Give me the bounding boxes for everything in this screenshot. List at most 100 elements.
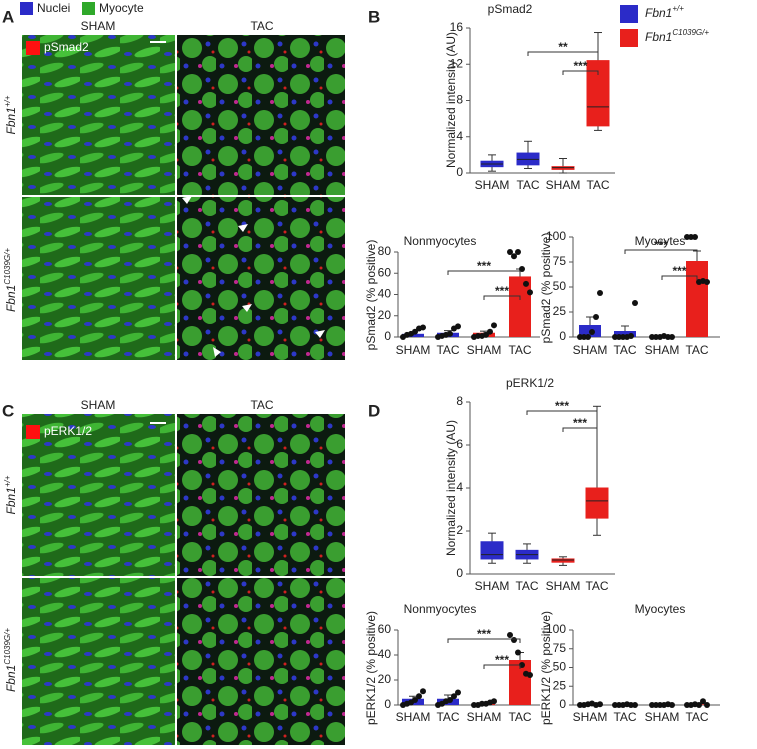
box (551, 558, 575, 563)
significance-label: *** (495, 284, 509, 298)
column-label: SHAM (81, 19, 116, 33)
row-label: Fbn1+/+ (3, 475, 18, 514)
y-tick-label: 100 (546, 622, 566, 636)
micrograph (177, 414, 345, 576)
y-tick-label: 60 (378, 622, 392, 636)
data-point (412, 328, 418, 335)
genotype: C1039G/+ (672, 28, 709, 37)
stain-swatch (26, 425, 40, 439)
gene: Fbn1 (4, 487, 18, 514)
micrograph (177, 578, 345, 745)
data-point (507, 632, 513, 638)
box (585, 487, 609, 519)
x-tick-label: SHAM (396, 343, 431, 357)
data-point (511, 637, 517, 643)
data-point (700, 698, 706, 705)
genotype: +/+ (3, 475, 12, 487)
gene: Fbn1 (645, 30, 672, 44)
micrograph (22, 197, 175, 360)
data-point (597, 701, 603, 708)
data-point (455, 689, 461, 696)
box (586, 60, 610, 127)
y-axis-label: pSmad2 (% positive) (539, 233, 553, 344)
x-tick-label: TAC (613, 343, 636, 357)
y-tick-label: 80 (378, 244, 392, 258)
y-axis-label: pERK1/2 (% positive) (364, 611, 378, 725)
y-tick-label: 6 (456, 437, 463, 451)
data-point (692, 234, 698, 240)
significance-label: *** (573, 416, 587, 430)
data-point (451, 693, 457, 700)
y-tick-label: 40 (378, 647, 392, 661)
y-tick-label: 20 (378, 672, 392, 686)
y-tick-label: 60 (378, 265, 392, 279)
x-tick-label: SHAM (475, 178, 510, 192)
significance-bracket (661, 275, 698, 280)
x-tick-label: TAC (685, 343, 708, 357)
chart-title: pSmad2 (488, 2, 533, 16)
y-tick-label: 8 (456, 394, 463, 408)
y-tick-label: 0 (559, 329, 566, 343)
x-tick-label: TAC (508, 710, 531, 724)
data-point (628, 333, 634, 339)
legend-label: Nuclei (37, 1, 70, 15)
chart-title: Myocytes (635, 602, 686, 616)
x-tick-label: TAC (515, 579, 538, 593)
micrograph (22, 578, 175, 745)
y-axis-label: Normalized intensity (AU) (444, 420, 458, 556)
x-tick-label: TAC (436, 343, 459, 357)
legend-swatch (620, 5, 638, 23)
data-point (483, 331, 489, 338)
data-point (632, 300, 638, 306)
y-tick-label: 12 (450, 56, 464, 70)
micrograph (22, 35, 175, 195)
legend-label: Fbn1+/+ (645, 4, 684, 20)
column-label: TAC (250, 398, 273, 412)
chart-title: Myocytes (635, 234, 686, 248)
y-tick-label: 100 (546, 229, 566, 243)
data-point (515, 649, 521, 656)
y-tick-label: 2 (456, 523, 463, 537)
data-point (420, 324, 426, 331)
data-point (523, 280, 529, 287)
genotype: C1039G/+ (3, 628, 12, 665)
x-tick-label: TAC (613, 710, 636, 724)
row-label: Fbn1C1039G/+ (3, 628, 18, 692)
x-tick-label: SHAM (546, 178, 581, 192)
significance-label: *** (477, 627, 491, 641)
y-tick-label: 50 (553, 279, 567, 293)
x-tick-label: SHAM (467, 343, 502, 357)
y-tick-label: 0 (456, 566, 463, 580)
data-point (696, 702, 702, 708)
y-tick-label: 25 (553, 678, 567, 692)
significance-bracket (562, 427, 598, 432)
significance-label: *** (672, 264, 686, 278)
data-point (704, 279, 710, 285)
x-tick-label: SHAM (467, 710, 502, 724)
x-tick-label: TAC (586, 178, 609, 192)
row-label: Fbn1+/+ (3, 95, 18, 134)
y-tick-label: 0 (456, 165, 463, 179)
significance-label: *** (555, 399, 569, 413)
y-tick-label: 4 (456, 480, 463, 494)
significance-bracket (562, 70, 599, 75)
y-tick-label: 16 (450, 20, 464, 34)
chart-title: Nonmyocytes (404, 234, 477, 248)
box (480, 541, 504, 560)
x-tick-label: SHAM (645, 710, 680, 724)
x-tick-label: TAC (585, 579, 608, 593)
bar (614, 331, 636, 337)
data-point (507, 249, 513, 255)
y-tick-label: 75 (553, 254, 567, 268)
stain-swatch (26, 41, 40, 55)
x-tick-label: SHAM (573, 710, 608, 724)
data-point (669, 334, 675, 340)
data-point (593, 314, 599, 320)
y-tick-label: 0 (384, 329, 391, 343)
gene: Fbn1 (645, 6, 672, 20)
x-tick-label: SHAM (645, 343, 680, 357)
genotype: C1039G/+ (3, 248, 12, 285)
significance-bracket (526, 410, 598, 415)
x-tick-label: SHAM (573, 343, 608, 357)
y-tick-label: 25 (553, 304, 567, 318)
